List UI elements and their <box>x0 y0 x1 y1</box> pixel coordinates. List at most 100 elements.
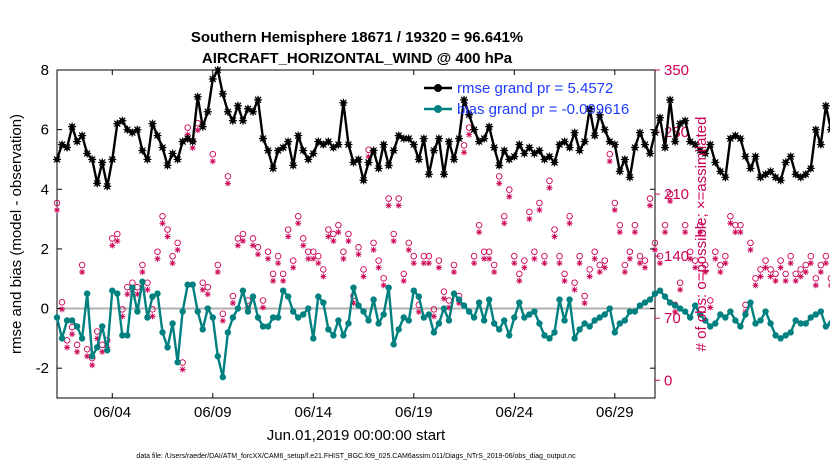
rmse-marker-ray <box>646 150 654 157</box>
rmse-marker-ray <box>128 129 136 137</box>
bias-marker <box>671 302 679 309</box>
rmse-marker-ray <box>681 117 689 125</box>
rmse-marker <box>73 137 82 146</box>
obs-assimilated-marker <box>330 238 337 244</box>
bias-marker <box>194 308 201 315</box>
rmse-marker <box>148 119 157 128</box>
obs-assimilated-marker <box>546 184 553 191</box>
rmse-marker-ray <box>591 132 599 140</box>
rmse-marker <box>490 143 499 152</box>
rmse-marker <box>630 143 639 152</box>
obs-possible-marker <box>214 261 222 269</box>
rmse-marker-ray <box>782 159 790 166</box>
legend: rmse grand pr = 5.4572 bias grand pr = -… <box>424 80 629 118</box>
rmse-marker-ray <box>812 126 820 134</box>
bias-marker <box>621 317 629 324</box>
bias-marker <box>747 299 754 306</box>
bias-marker <box>139 278 146 285</box>
rmse-marker-ray <box>586 105 594 113</box>
rmse-marker <box>158 143 167 152</box>
obs-possible-marker <box>807 252 815 260</box>
rmse-marker <box>590 131 599 140</box>
bias-marker <box>159 329 166 336</box>
rmse-marker-ray <box>319 141 327 148</box>
obs-possible-marker <box>294 213 302 220</box>
rmse-marker <box>776 176 785 185</box>
bias-marker <box>279 287 287 294</box>
obs-assimilated-marker <box>355 251 362 258</box>
rmse-marker-ray <box>149 120 156 128</box>
rmse-marker-ray <box>375 164 383 172</box>
rmse-marker-ray <box>611 141 619 148</box>
rmse-marker-ray <box>827 126 830 130</box>
bias-marker <box>284 293 292 300</box>
rmse-marker-ray <box>144 156 151 163</box>
rmse-marker-ray <box>455 135 463 143</box>
rmse-marker <box>460 95 469 104</box>
obs-possible-marker <box>571 279 578 287</box>
rmse-marker <box>736 134 745 143</box>
rmse-marker <box>429 146 438 155</box>
rmse-marker <box>656 113 665 122</box>
obs-possible-marker <box>410 252 418 260</box>
rmse-marker <box>510 152 519 161</box>
bias-marker <box>576 326 583 333</box>
obs-assimilated-marker <box>591 255 598 262</box>
rmse-marker-ray <box>515 141 523 148</box>
rmse-marker <box>580 137 589 146</box>
obs-assimilated-marker <box>164 233 171 240</box>
rmse-series <box>53 66 830 191</box>
y-right-tick-label: 140 <box>664 248 689 265</box>
bias-marker <box>732 317 739 324</box>
rmse-marker <box>78 131 87 140</box>
obs-assimilated-marker <box>556 260 563 267</box>
obs-possible-marker <box>757 266 764 273</box>
bias-marker <box>541 332 548 339</box>
rmse-marker-ray <box>701 150 709 157</box>
bias-marker <box>295 314 302 321</box>
bias-marker <box>661 293 669 300</box>
bias-marker <box>73 323 81 330</box>
obs-assimilated-marker <box>486 255 493 262</box>
rmse-marker <box>264 146 273 155</box>
rmse-marker-ray <box>616 167 624 175</box>
bias-marker <box>63 317 71 324</box>
rmse-marker <box>53 155 61 164</box>
rmse-marker-ray <box>445 138 453 145</box>
obs-assimilated-marker <box>797 273 804 280</box>
rmse-marker-ray <box>299 147 307 154</box>
rmse-marker <box>449 155 458 164</box>
obs-assimilated-marker <box>712 255 719 262</box>
obs-assimilated-marker <box>400 277 407 284</box>
bias-marker <box>536 320 543 327</box>
rmse-marker <box>138 146 147 155</box>
rmse-marker-ray <box>360 176 367 184</box>
obs-assimilated-marker <box>687 255 694 262</box>
obs-possible-marker <box>73 341 81 349</box>
rmse-marker <box>223 107 232 116</box>
bias-marker <box>234 305 242 312</box>
bias-marker <box>455 296 463 303</box>
rmse-marker <box>615 167 624 176</box>
obs-possible-marker <box>526 208 533 216</box>
bias-marker <box>68 317 76 324</box>
bias-marker <box>400 314 407 321</box>
rmse-marker-ray <box>440 170 448 178</box>
obs-possible-marker <box>259 297 267 304</box>
rmse-marker-ray <box>757 173 764 181</box>
rmse-marker-ray <box>541 156 548 163</box>
bias-marker <box>264 323 272 330</box>
y-axis-left-label: rmse and bias (model - observation) <box>8 114 25 354</box>
bias-marker <box>616 320 624 327</box>
obs-assimilated-marker <box>194 127 201 134</box>
obs-assimilated-marker <box>370 246 377 253</box>
obs-possible-marker <box>621 261 629 269</box>
obs-assimilated-marker <box>305 255 312 262</box>
rmse-marker <box>88 155 97 164</box>
bias-marker <box>119 332 126 339</box>
rmse-marker-ray <box>314 138 322 145</box>
obs-assimilated-marker <box>189 144 196 151</box>
rmse-marker-ray <box>415 156 423 163</box>
rmse-marker-ray <box>561 138 568 145</box>
obs-possible-marker <box>475 221 483 229</box>
